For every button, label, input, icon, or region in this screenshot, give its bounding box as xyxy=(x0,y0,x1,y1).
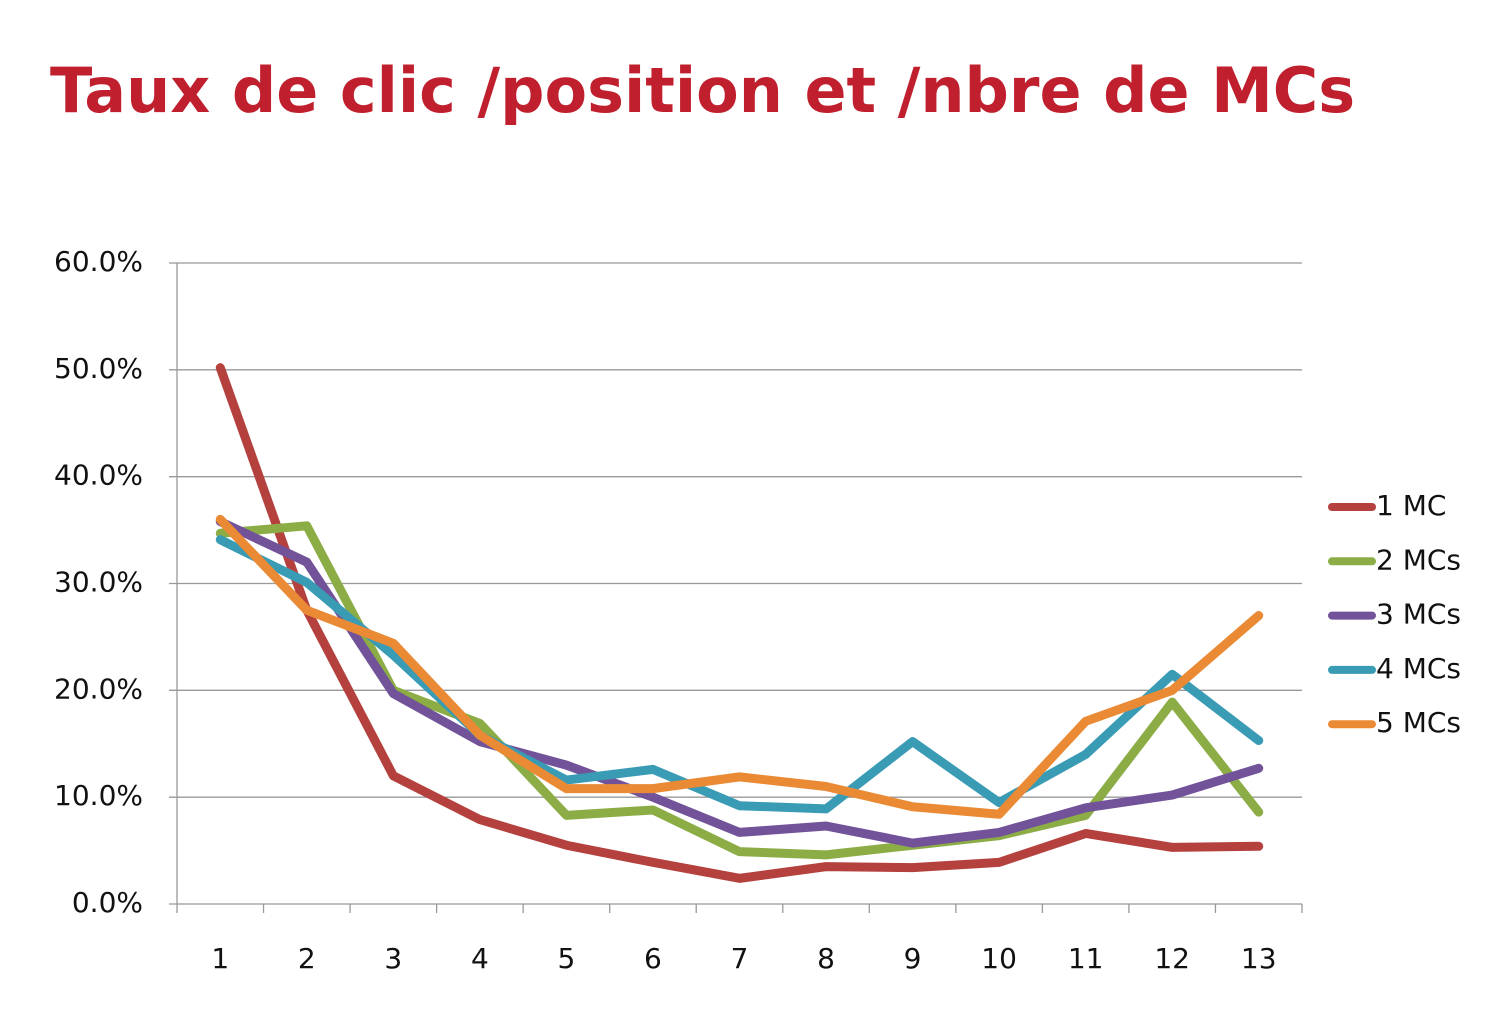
series-line xyxy=(215,514,1264,819)
x-tick-label: 5 xyxy=(558,942,576,975)
y-tick-label: 10.0% xyxy=(54,779,143,812)
legend-label: 1 MC xyxy=(1376,489,1446,522)
y-tick-label: 20.0% xyxy=(54,672,143,705)
x-tick-label: 8 xyxy=(817,942,835,975)
y-tick-label: 40.0% xyxy=(54,459,143,492)
series-line xyxy=(215,535,1264,814)
x-tick-label: 3 xyxy=(384,942,402,975)
series-line xyxy=(215,517,1264,848)
x-tick-label: 6 xyxy=(644,942,662,975)
x-tick-label: 1 xyxy=(211,942,229,975)
x-tick-label: 11 xyxy=(1068,942,1104,975)
x-tick-label: 12 xyxy=(1154,942,1190,975)
x-tick-label: 2 xyxy=(298,942,316,975)
legend-label: 4 MCs xyxy=(1376,652,1461,685)
y-tick-label: 0.0% xyxy=(72,886,143,919)
y-tick-label: 60.0% xyxy=(54,245,143,278)
y-tick-label: 30.0% xyxy=(54,566,143,599)
legend-label: 3 MCs xyxy=(1376,598,1461,631)
y-tick-label: 50.0% xyxy=(54,352,143,385)
x-tick-label: 4 xyxy=(471,942,489,975)
x-tick-label: 9 xyxy=(904,942,922,975)
x-tick-label: 13 xyxy=(1241,942,1277,975)
chart-title: Taux de clic /position et /nbre de MCs xyxy=(50,54,1355,127)
legend-label: 5 MCs xyxy=(1376,706,1461,739)
legend-label: 2 MCs xyxy=(1376,543,1461,576)
x-tick-label: 7 xyxy=(731,942,749,975)
x-tick-label: 10 xyxy=(981,942,1017,975)
series-line xyxy=(215,363,1264,883)
